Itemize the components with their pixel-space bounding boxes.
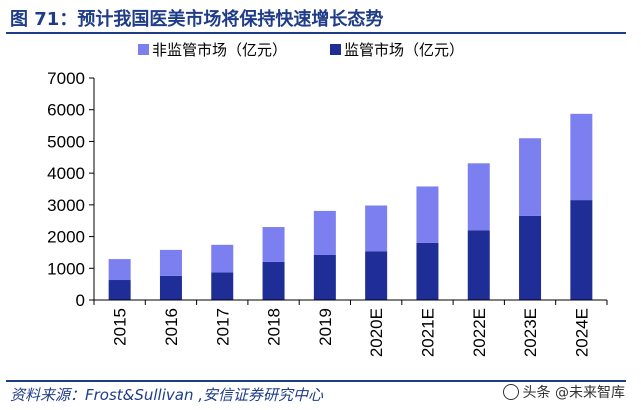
source-note: 资料来源：Frost&Sullivan ,安信证券研究中心 — [10, 386, 324, 404]
legend-swatch — [138, 44, 149, 55]
chart-legend: 非监管市场（亿元） 监管市场（亿元） — [138, 41, 464, 59]
x-tick-label: 2017 — [213, 308, 232, 346]
bar-regulated — [262, 261, 285, 300]
bar-regulated — [570, 200, 593, 300]
watermark: 头条 @未来智库 — [502, 382, 625, 402]
bars — [108, 113, 593, 300]
bar-unregulated — [159, 249, 182, 276]
chart-title: 图 71：预计我国医美市场将保持快速增长态势 — [10, 9, 384, 30]
legend-label: 监管市场（亿元） — [344, 41, 464, 59]
bar-unregulated — [467, 163, 490, 231]
bar-unregulated — [519, 138, 542, 216]
x-tick-label: 2022E — [470, 308, 489, 357]
bar-unregulated — [108, 259, 131, 281]
x-tick-label: 2024E — [572, 308, 591, 357]
bar-unregulated — [313, 210, 336, 255]
bar-regulated — [416, 242, 439, 300]
x-tick-label: 2020E — [367, 308, 386, 357]
title-bar: 图 71：预计我国医美市场将保持快速增长态势 — [6, 2, 626, 34]
bar-regulated — [211, 272, 234, 300]
bar-regulated — [467, 230, 490, 300]
x-tick-label: 2023E — [521, 308, 540, 357]
bar-regulated — [313, 254, 336, 300]
y-tick-label: 5000 — [47, 132, 85, 151]
bar-regulated — [519, 215, 542, 300]
x-tick-label: 2015 — [111, 308, 130, 346]
watermark-logo-icon — [502, 384, 519, 400]
y-tick-label: 6000 — [47, 101, 85, 120]
x-tick-label: 2021E — [418, 308, 437, 357]
stacked-bar-chart: 非监管市场（亿元） 监管市场（亿元） 0 1000 2000 3000 4000 5000 6… — [47, 41, 608, 357]
bar-regulated — [365, 251, 388, 300]
bar-regulated — [159, 275, 182, 300]
x-axis: 2015 2016 2017 2018 2019 2020E 2021E 2022E 2023E… — [93, 299, 608, 357]
y-tick-label: 2000 — [47, 228, 85, 247]
bar-unregulated — [365, 205, 388, 252]
x-tick-label: 2019 — [316, 308, 335, 346]
y-tick-label: 0 — [76, 291, 85, 310]
bar-unregulated — [211, 244, 234, 273]
bar-unregulated — [570, 113, 593, 201]
source-divider — [6, 380, 626, 382]
y-tick-label: 4000 — [47, 164, 85, 183]
bar-unregulated — [416, 186, 439, 243]
x-tick-label: 2018 — [265, 308, 284, 346]
y-tick-label: 3000 — [47, 196, 85, 215]
legend-swatch — [330, 44, 341, 55]
bar-unregulated — [262, 227, 285, 262]
y-axis: 0 1000 2000 3000 4000 5000 6000 7000 — [47, 69, 95, 310]
y-tick-label: 7000 — [47, 69, 85, 88]
legend-label: 非监管市场（亿元） — [152, 41, 287, 59]
y-tick-label: 1000 — [47, 259, 85, 278]
watermark-text: 头条 @未来智库 — [522, 385, 625, 401]
x-tick-label: 2016 — [162, 308, 181, 346]
bar-regulated — [108, 280, 131, 300]
